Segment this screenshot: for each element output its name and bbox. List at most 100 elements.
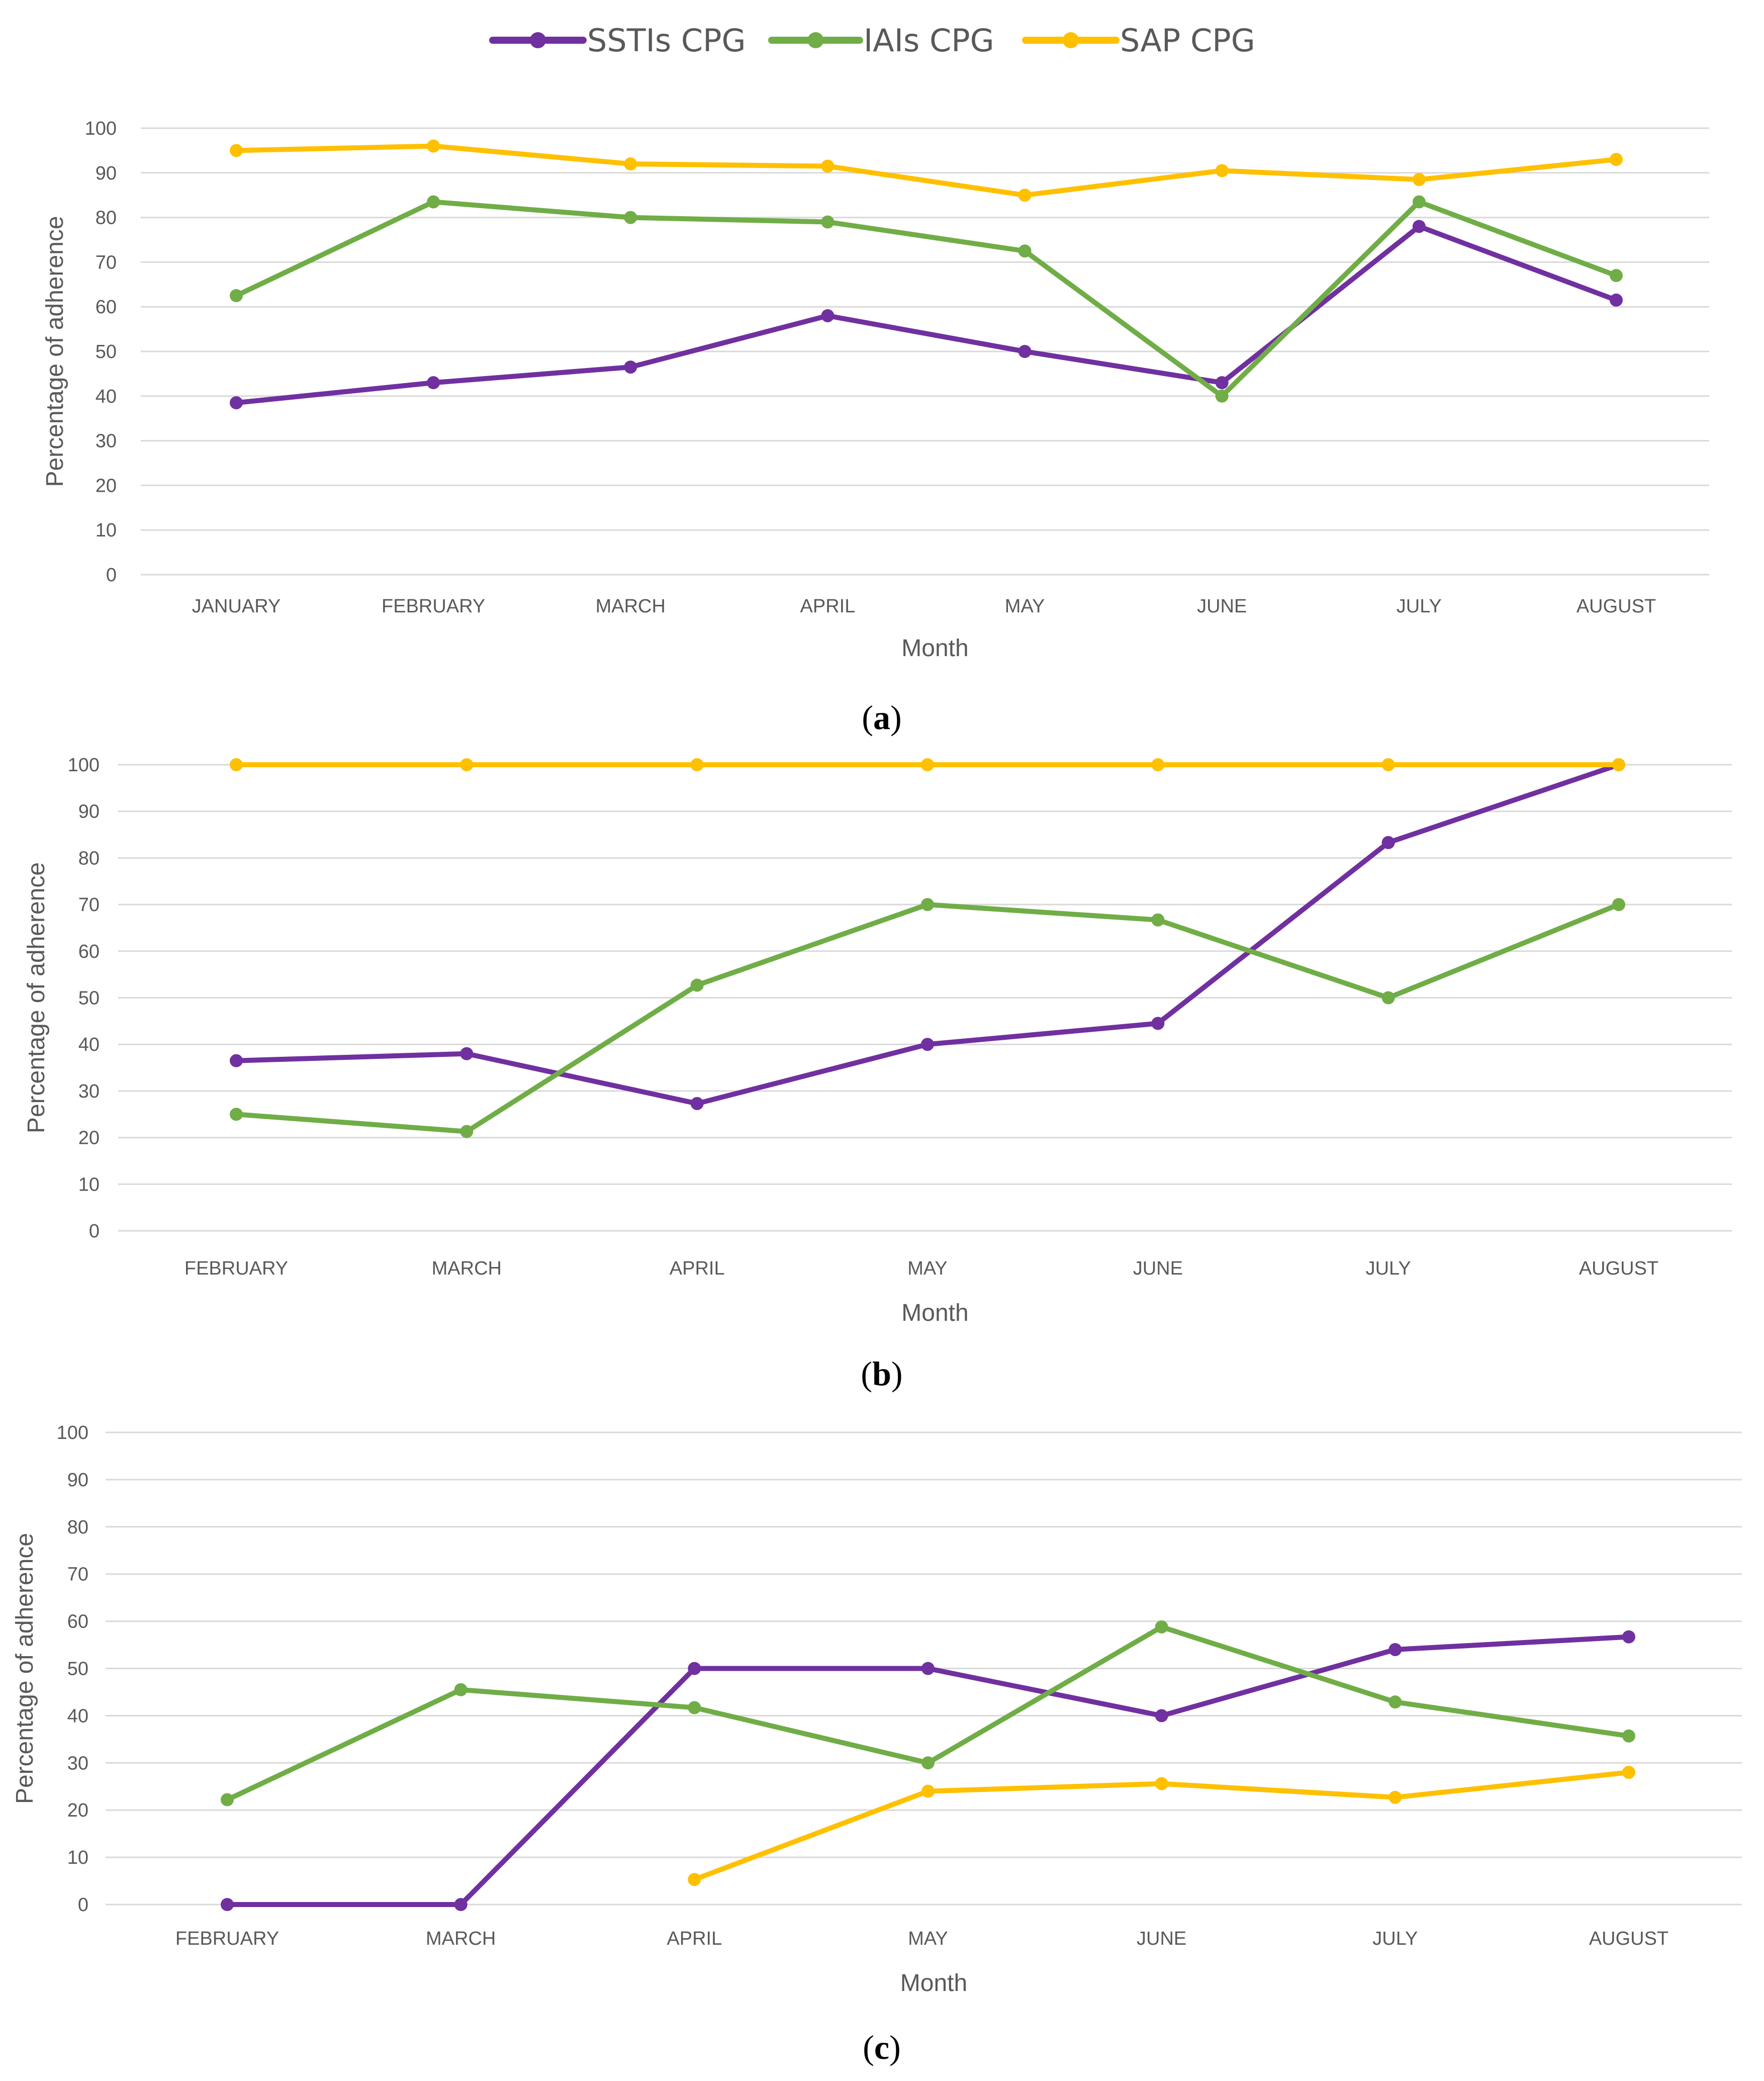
y-tick-label: 90 (78, 801, 100, 823)
y-tick-label: 20 (96, 475, 117, 496)
x-axis-ticks: JANUARY FEBRUARY MARCH APRIL MAY JUNE JULY AUGU… (192, 596, 1656, 617)
x-tick-label: JANUARY (192, 596, 281, 617)
x-tick-label: JULY (1397, 596, 1442, 617)
chart-panel-b: 0 10 20 30 40 50 60 70 80 90 100 FEBRUARY MARCH APRIL… (23, 755, 1732, 1393)
x-tick-label: AUGUST (1589, 1928, 1668, 1949)
chart-panel-a: 0 10 20 30 40 50 60 70 80 90 100 JANUARY FEBRUARY MAR… (42, 118, 1709, 737)
x-tick-label: MARCH (596, 596, 666, 617)
data-point (1018, 244, 1032, 258)
data-point (1215, 164, 1229, 177)
data-point (1412, 173, 1426, 187)
x-tick-label: MAY (907, 1258, 948, 1279)
x-axis-title: Month (901, 635, 968, 662)
data-point (230, 758, 243, 771)
series-line (234, 199, 1619, 399)
data-point (821, 215, 834, 229)
y-tick-label: 50 (96, 341, 117, 363)
data-point (1622, 1766, 1635, 1779)
chart-panel-c: 0 10 20 30 40 50 60 70 80 90 100 FEBRUARY MARCH APRIL… (12, 1422, 1742, 2066)
data-point (921, 1038, 934, 1051)
legend: SSTIs CPG IAIs CPG SAP CPG (489, 22, 1255, 59)
legend-swatch-marker (530, 32, 546, 48)
x-tick-label: APRIL (800, 596, 856, 617)
y-tick-label: 20 (67, 1800, 88, 1821)
data-point (1155, 1709, 1168, 1723)
data-point (1612, 898, 1625, 912)
y-tick-label: 60 (67, 1611, 88, 1633)
x-tick-label: MAY (908, 1928, 948, 1949)
data-point (1151, 1017, 1165, 1030)
y-tick-label: 50 (67, 1659, 88, 1680)
series-iais-cpg (230, 195, 1623, 403)
y-tick-label: 0 (78, 1894, 88, 1916)
y-tick-label: 80 (78, 848, 100, 869)
y-tick-label: 90 (96, 163, 117, 184)
data-point (1412, 220, 1426, 233)
x-axis-ticks: FEBRUARY MARCH APRIL MAY JUNE JULY AUGUST (175, 1928, 1668, 1949)
data-point (230, 289, 243, 302)
data-point (221, 1898, 234, 1911)
panel-caption-letter: c (874, 2028, 889, 2066)
legend-label: SAP CPG (1120, 22, 1255, 59)
y-tick-label: 80 (96, 208, 117, 229)
x-tick-label: MARCH (426, 1928, 496, 1949)
y-tick-label: 30 (67, 1753, 88, 1774)
panel-caption: (a) (862, 698, 901, 737)
data-point (221, 1793, 234, 1806)
data-point (1610, 269, 1623, 283)
y-tick-label: 40 (96, 386, 117, 407)
legend-swatch-marker (1063, 32, 1079, 48)
gridlines (106, 1431, 1742, 1906)
y-tick-label: 80 (67, 1517, 88, 1538)
x-tick-label: APRIL (670, 1258, 725, 1279)
series-sap-cpg (688, 1766, 1635, 1886)
data-point (821, 309, 834, 322)
x-tick-label: AUGUST (1576, 596, 1656, 617)
data-point (1155, 1777, 1168, 1790)
data-point (1381, 758, 1395, 771)
data-point (1155, 1620, 1168, 1634)
y-axis-ticks: 0 10 20 30 40 50 60 70 80 90 100 (68, 755, 100, 1242)
data-point (921, 1756, 935, 1770)
data-point (1610, 293, 1623, 307)
data-point (1151, 913, 1165, 927)
data-point (230, 1108, 243, 1121)
data-point (1388, 1790, 1402, 1804)
y-axis-title: Percentage of adherence (12, 1533, 38, 1804)
y-tick-label: 50 (78, 988, 100, 1009)
data-point (1622, 1729, 1635, 1743)
x-tick-label: MARCH (432, 1258, 502, 1279)
y-axis-ticks: 0 10 20 30 40 50 60 70 80 90 100 (85, 118, 117, 586)
data-point (624, 360, 637, 374)
data-point (1388, 1695, 1402, 1709)
data-point (921, 758, 934, 771)
panel-caption: (b) (861, 1354, 902, 1393)
x-tick-label: MAY (1005, 596, 1045, 617)
series-line (234, 762, 1621, 1106)
legend-swatch-marker (807, 32, 824, 48)
data-point (1388, 1643, 1402, 1656)
x-axis-title: Month (901, 1300, 968, 1326)
x-tick-label: JUNE (1137, 1928, 1186, 1949)
data-point (690, 1097, 704, 1110)
series-line (234, 224, 1619, 406)
data-point (230, 396, 243, 410)
data-point (1018, 345, 1032, 358)
data-point (1381, 836, 1395, 849)
y-axis-ticks: 0 10 20 30 40 50 60 70 80 90 100 (57, 1422, 88, 1916)
y-tick-label: 10 (96, 520, 117, 541)
x-tick-label: FEBRUARY (184, 1258, 288, 1279)
series-line (234, 902, 1621, 1134)
data-point (230, 144, 243, 157)
y-tick-label: 0 (106, 565, 117, 586)
y-tick-label: 10 (67, 1847, 88, 1868)
series-line (225, 1624, 1631, 1802)
data-point (921, 1784, 935, 1798)
y-tick-label: 70 (78, 894, 100, 916)
y-tick-label: 90 (67, 1470, 88, 1491)
panel-caption-letter: a (873, 698, 890, 737)
data-point (230, 1054, 243, 1067)
gridlines (141, 127, 1709, 576)
